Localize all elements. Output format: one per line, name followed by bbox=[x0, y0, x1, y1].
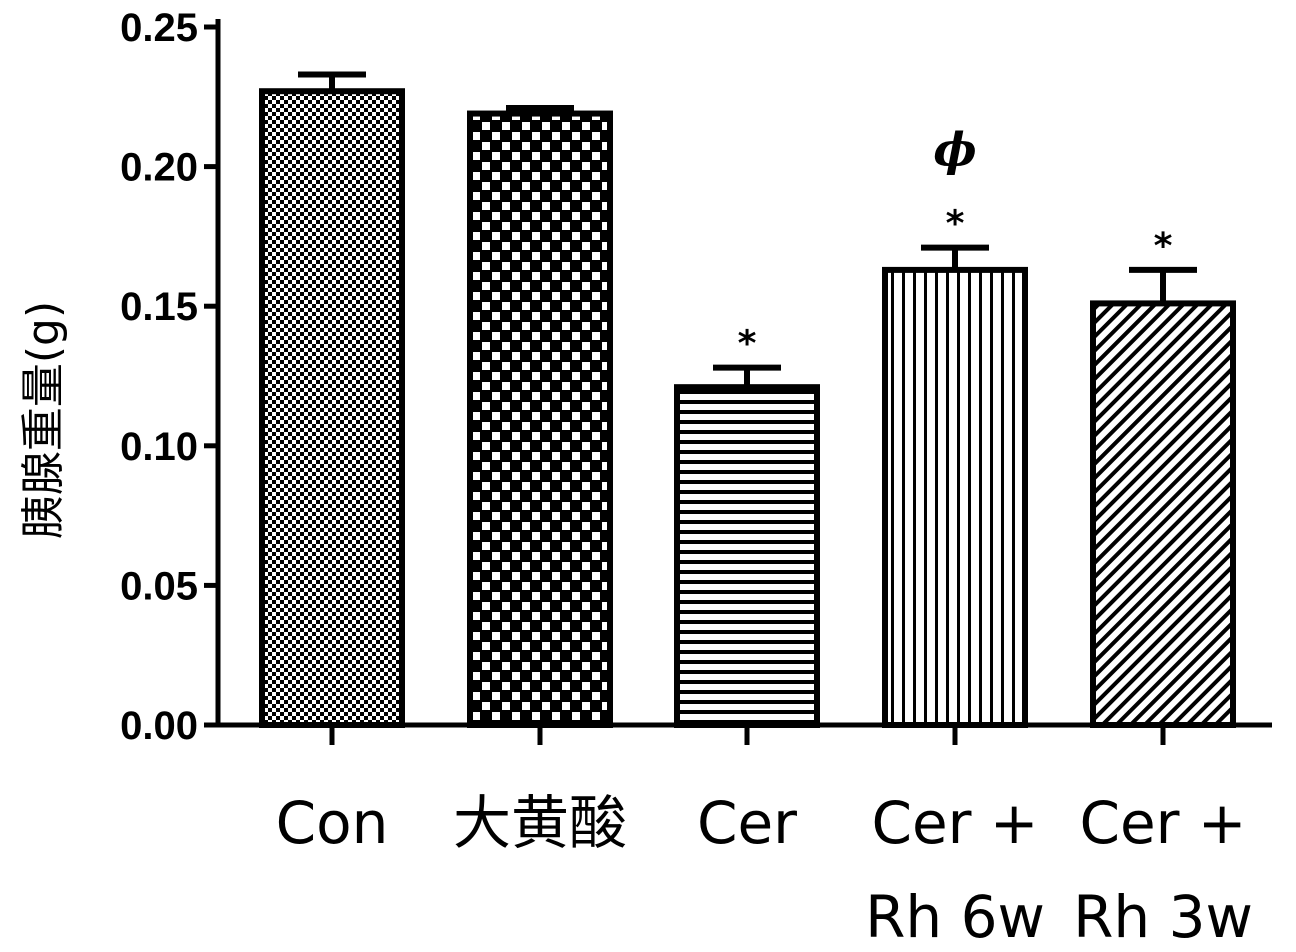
y-tick-label: 0.00 bbox=[120, 704, 198, 748]
y-tick-label: 0.25 bbox=[120, 6, 198, 50]
x-category-label: 大黄酸 bbox=[453, 789, 627, 857]
y-axis: 0.00 0.05 0.10 0.15 0.20 0.25 bbox=[120, 6, 218, 748]
x-category-label: Cer + bbox=[1079, 789, 1246, 857]
y-tick-label: 0.05 bbox=[120, 564, 198, 608]
y-tick-label: 0.15 bbox=[120, 285, 198, 329]
x-category-label: Rh 6w bbox=[865, 883, 1045, 951]
bar-2 bbox=[677, 387, 817, 725]
bar-0 bbox=[262, 91, 402, 725]
y-axis-label: 胰腺重量(g) bbox=[18, 301, 69, 539]
y-tick-label: 0.20 bbox=[120, 146, 198, 190]
phi-annotation: ϕ bbox=[933, 123, 976, 177]
category-labels: Con 大黄酸 Cer Cer + Rh 6w Cer + Rh 3w bbox=[276, 789, 1253, 951]
x-category-label: Con bbox=[276, 789, 389, 857]
x-category-label: Rh 3w bbox=[1073, 883, 1253, 951]
asterisk-annotation: * bbox=[738, 324, 757, 365]
bars: * * ϕ * bbox=[262, 74, 1233, 725]
x-category-label: Cer bbox=[697, 789, 797, 857]
y-tick-label: 0.10 bbox=[120, 425, 198, 469]
x-category-label: Cer + bbox=[871, 789, 1038, 857]
bar-3 bbox=[885, 270, 1025, 725]
asterisk-annotation: * bbox=[946, 204, 965, 245]
asterisk-annotation: * bbox=[1154, 226, 1173, 267]
bar-1 bbox=[470, 114, 610, 725]
bar-4 bbox=[1093, 303, 1233, 725]
